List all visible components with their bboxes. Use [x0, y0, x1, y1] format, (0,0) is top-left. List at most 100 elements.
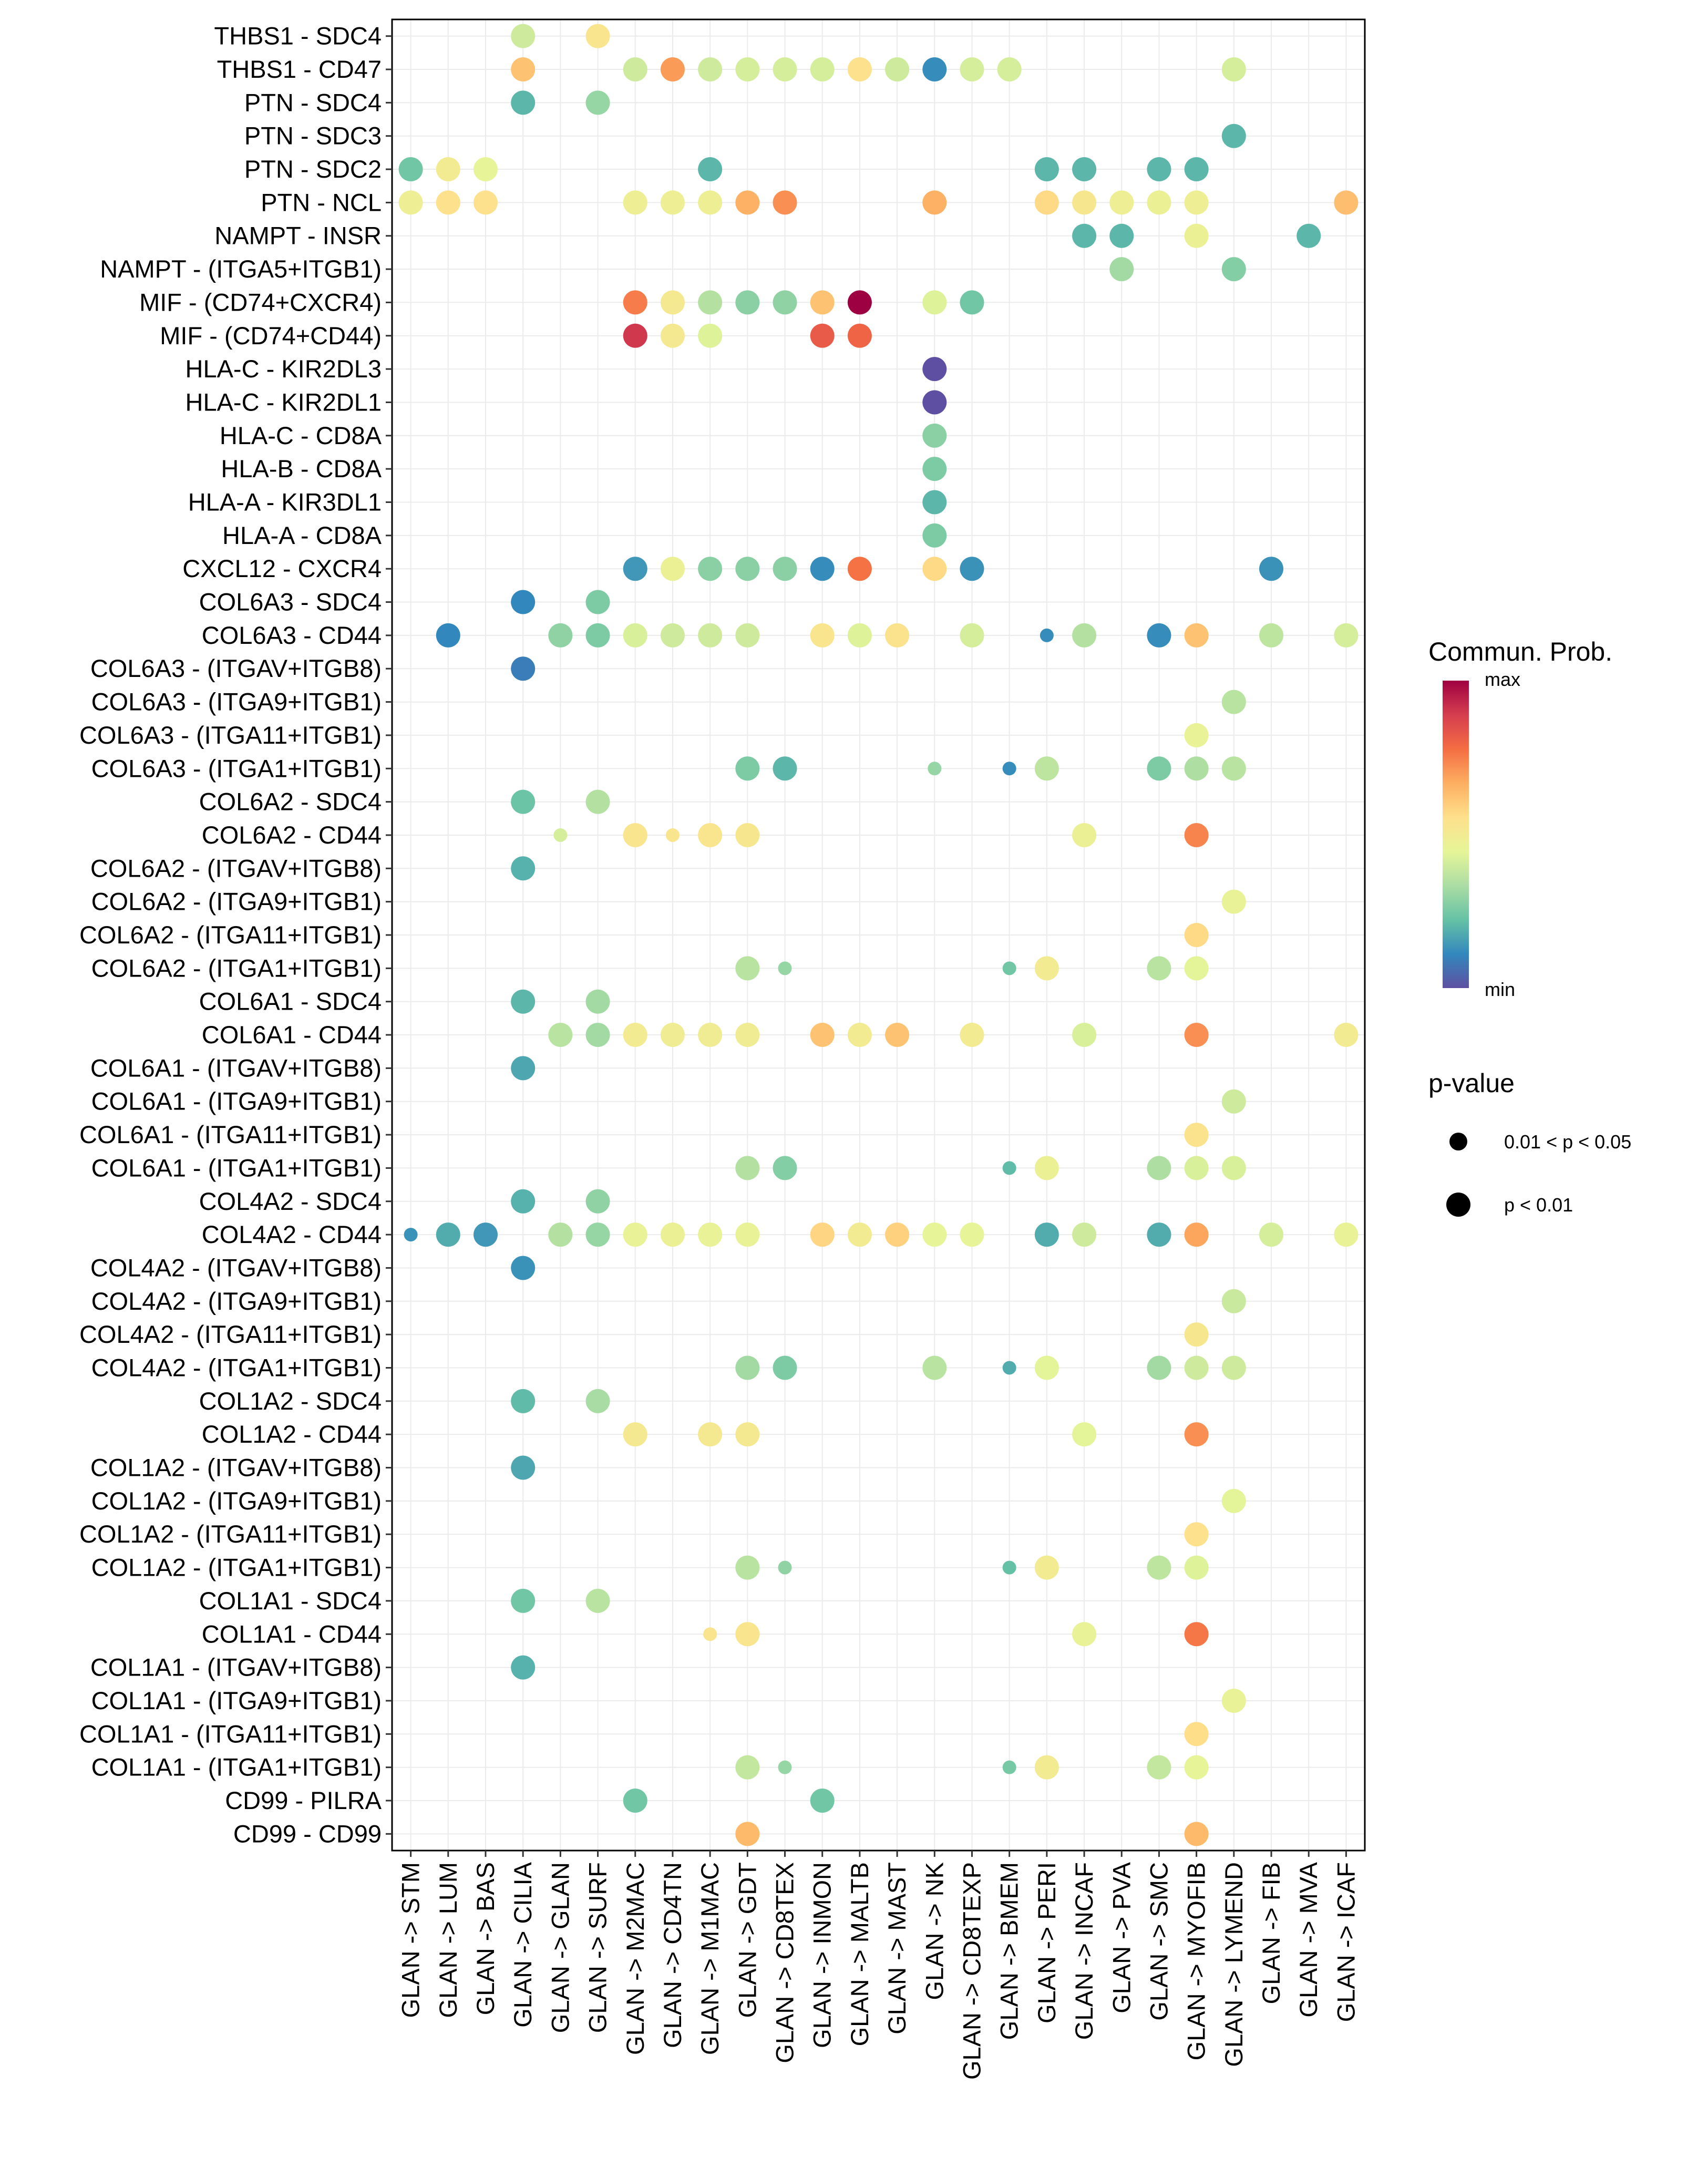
data-point — [735, 557, 760, 581]
y-tick-label: COL6A1 - (ITGA11+ITGB1) — [79, 1121, 382, 1148]
data-point — [398, 190, 423, 215]
data-points — [398, 24, 1359, 1846]
data-point — [1184, 756, 1209, 781]
x-tick-label: GLAN -> STM — [397, 1862, 425, 2018]
data-point — [1034, 756, 1059, 781]
y-tick-label: COL1A1 - (ITGA11+ITGB1) — [79, 1720, 382, 1748]
data-point — [585, 1222, 610, 1247]
data-point — [511, 789, 536, 814]
data-point — [1147, 1755, 1171, 1780]
y-tick-label: COL4A2 - (ITGAV+ITGB8) — [90, 1253, 382, 1281]
data-point — [1002, 961, 1016, 975]
data-point — [473, 157, 498, 182]
data-point — [810, 1788, 835, 1813]
x-tick-label: GLAN -> BAS — [471, 1862, 499, 2015]
data-point — [511, 1389, 536, 1413]
x-tick-label: GLAN -> M1MAC — [696, 1862, 724, 2055]
data-point — [623, 623, 647, 648]
y-tick-label: COL1A1 - (ITGA9+ITGB1) — [91, 1687, 382, 1714]
data-point — [473, 1222, 498, 1247]
data-point — [585, 1189, 610, 1214]
data-point — [1221, 1089, 1246, 1114]
data-point — [1147, 1555, 1171, 1580]
data-point — [773, 756, 797, 781]
data-point — [1147, 190, 1171, 215]
data-point — [1184, 1722, 1209, 1746]
data-point — [1184, 956, 1209, 981]
data-point — [735, 1755, 760, 1780]
data-point — [698, 1422, 723, 1447]
y-tick-label: COL1A1 - SDC4 — [199, 1587, 382, 1615]
y-tick-label: CD99 - PILRA — [225, 1786, 382, 1814]
data-point — [1297, 223, 1321, 248]
data-point — [698, 57, 723, 82]
data-point — [810, 57, 835, 82]
data-point — [922, 523, 947, 548]
y-tick-label: COL6A3 - (ITGAV+ITGB8) — [90, 654, 382, 682]
x-tick-label: GLAN -> LYMEND — [1220, 1862, 1248, 2067]
data-point — [1184, 190, 1209, 215]
data-point — [922, 357, 947, 382]
data-point — [1109, 223, 1134, 248]
x-tick-label: GLAN -> CD4TN — [658, 1862, 686, 2048]
y-tick-label: COL4A2 - CD44 — [202, 1220, 382, 1248]
data-point — [1002, 1760, 1016, 1774]
size-legend-symbol — [1449, 1133, 1467, 1150]
data-point — [511, 856, 536, 881]
data-point — [922, 557, 947, 581]
data-point — [960, 57, 984, 82]
data-point — [665, 828, 680, 842]
data-point — [511, 1256, 536, 1280]
data-point — [1334, 190, 1359, 215]
data-point — [1184, 223, 1209, 248]
data-point — [1184, 1755, 1209, 1780]
data-point — [623, 1422, 647, 1447]
data-point — [773, 57, 797, 82]
data-point — [1259, 623, 1284, 648]
x-tick-label: GLAN -> NK — [920, 1862, 948, 2000]
data-point — [623, 1222, 647, 1247]
size-legend: p-value 0.01 < p < 0.05 p < 0.01 — [1428, 1068, 1631, 1217]
x-tick-label: GLAN -> SURF — [584, 1862, 612, 2033]
data-point — [1259, 557, 1284, 581]
data-point — [922, 290, 947, 315]
data-point — [623, 57, 647, 82]
x-tick-label: GLAN -> ICAF — [1332, 1862, 1360, 2022]
y-tick-label: COL1A2 - (ITGA1+ITGB1) — [91, 1554, 382, 1581]
y-tick-label: COL4A2 - (ITGA11+ITGB1) — [79, 1320, 382, 1348]
data-point — [585, 24, 610, 48]
data-point — [1334, 623, 1359, 648]
data-point — [1072, 1023, 1097, 1047]
y-tick-label: HLA-B - CD8A — [221, 455, 382, 482]
data-point — [735, 1422, 760, 1447]
data-point — [1184, 923, 1209, 947]
data-point — [1034, 1755, 1059, 1780]
y-tick-label: PTN - SDC3 — [244, 122, 382, 150]
data-point — [660, 1222, 685, 1247]
y-tick-label: COL1A2 - (ITGA11+ITGB1) — [79, 1520, 382, 1548]
x-tick-label: GLAN -> PVA — [1107, 1862, 1135, 2013]
data-point — [960, 557, 984, 581]
y-tick-label: COL6A1 - (ITGA1+ITGB1) — [91, 1154, 382, 1181]
data-point — [778, 961, 792, 975]
data-point — [703, 1627, 717, 1641]
data-point — [1221, 57, 1246, 82]
data-point — [922, 490, 947, 515]
data-point — [511, 1189, 536, 1214]
data-point — [847, 57, 872, 82]
data-point — [1184, 1822, 1209, 1846]
x-tick-label: GLAN -> INMON — [808, 1862, 836, 2048]
data-point — [1147, 956, 1171, 981]
data-point — [1147, 1156, 1171, 1180]
x-tick-label: GLAN -> MAST — [883, 1862, 911, 2035]
x-tick-label: GLAN -> CILIA — [509, 1862, 537, 2027]
data-point — [511, 1588, 536, 1613]
data-point — [1034, 157, 1059, 182]
data-point — [1221, 1289, 1246, 1313]
y-tick-label: COL6A1 - (ITGAV+ITGB8) — [90, 1054, 382, 1082]
y-tick-label: THBS1 - CD47 — [217, 55, 382, 83]
x-tick-label: GLAN -> INCAF — [1070, 1862, 1098, 2040]
data-point — [1109, 190, 1134, 215]
y-tick-label: COL6A2 - (ITGA1+ITGB1) — [91, 954, 382, 982]
